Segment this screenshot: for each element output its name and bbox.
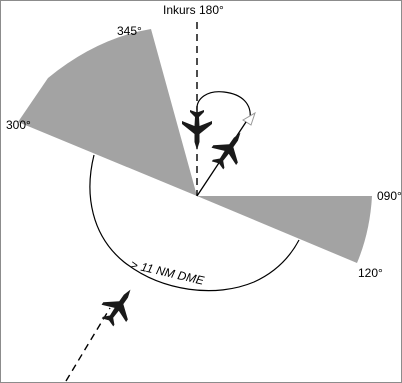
sector-300-345: [18, 29, 197, 196]
label-345: 345°: [117, 24, 142, 38]
dme-arc: [89, 154, 300, 292]
sector-090-120: [197, 196, 372, 263]
label-090: 090°: [377, 189, 402, 203]
arrowhead-icon: [242, 111, 256, 126]
loop-path: [196, 91, 251, 120]
aircraft-icon: [182, 110, 212, 150]
label-inbound-course: Inkurs 180°: [163, 3, 224, 17]
label-300: 300°: [6, 118, 31, 132]
aircraft-icon: [101, 289, 131, 327]
label-120: 120°: [358, 266, 383, 280]
aircraft-icon: [211, 132, 241, 170]
label-distance: > 11 NM DME: [129, 257, 206, 288]
approach-track: [65, 307, 111, 382]
